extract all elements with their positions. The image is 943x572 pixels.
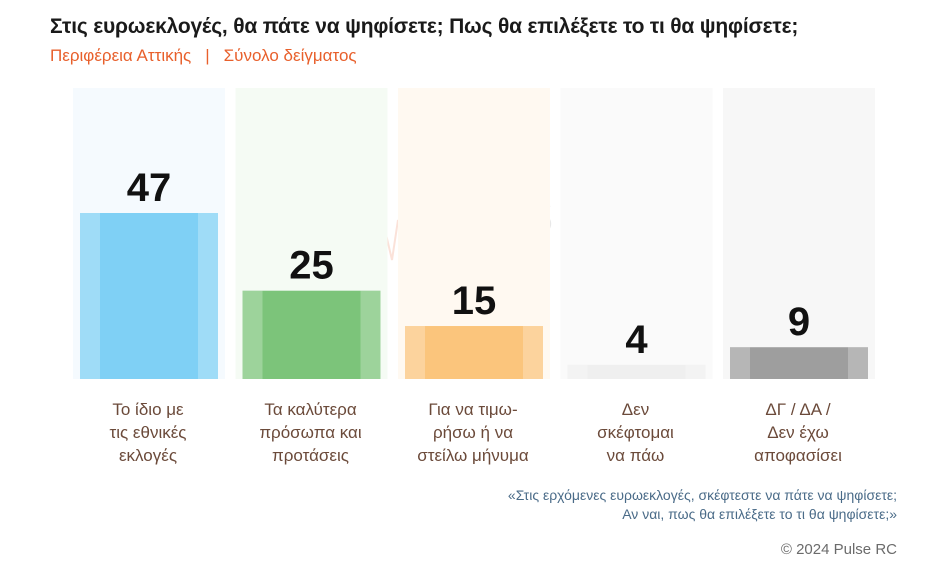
column-background	[723, 88, 875, 379]
category-label-line: να πάω	[606, 446, 665, 465]
data-label: 47	[127, 166, 172, 210]
column-background	[560, 88, 713, 379]
chart-title: Στις ευρωεκλογές, θα πάτε να ψηφίσετε; Π…	[50, 15, 799, 38]
region-label: Περιφέρεια Αττικής	[50, 46, 192, 65]
category-label-line: τις εθνικές	[109, 423, 187, 442]
bar-highlight	[730, 347, 750, 379]
copyright: © 2024 Pulse RC	[780, 541, 897, 558]
question-line-1: «Στις ερχόμενες ευρωεκλογές, σκέφτεστε ν…	[507, 487, 897, 503]
question-line-2: Αν ναι, πως θα επιλέξετε το τι θα ψηφίσε…	[622, 506, 897, 522]
bar-highlight	[80, 213, 100, 379]
category-label-line: πρόσωπα και	[259, 423, 362, 442]
category-label: Για να τιμω-ρήσω ή να στείλω μήνυμα	[398, 398, 548, 467]
bar	[242, 290, 381, 379]
category-label-line: ρήσω ή να	[432, 423, 514, 442]
bar-highlight	[242, 290, 263, 379]
survey-question: «Στις ερχόμενες ευρωεκλογές, σκέφτεστε ν…	[508, 486, 897, 524]
bar-highlight	[848, 347, 868, 379]
category-label-line: εκλογές	[118, 446, 178, 465]
bar	[80, 213, 218, 379]
data-label: 15	[452, 279, 497, 323]
data-label: 4	[625, 318, 648, 362]
chart-subtitle: Περιφέρεια Αττικής | Σύνολο δείγματος	[50, 46, 357, 66]
bar-chart: 47 25 15 4 9	[80, 88, 875, 379]
category-label-line: Για να τιμω-	[428, 400, 518, 419]
bar	[730, 347, 868, 379]
category-label: Τα καλύτερα πρόσωπα και προτάσεις	[236, 398, 386, 467]
category-label-line: Δεν έχω	[767, 423, 829, 442]
category-label-line: ΔΓ / ΔΑ /	[765, 400, 831, 419]
bar-highlight	[198, 213, 218, 379]
bar-highlight	[523, 326, 543, 379]
category-label-line: στείλω μήνυμα	[417, 446, 529, 465]
category-label-line: σκέφτομαι	[597, 423, 674, 442]
category-label: Δεν σκέφτομαι να πάω	[561, 398, 711, 467]
category-label-line: Δεν	[621, 400, 650, 419]
data-label: 9	[788, 300, 810, 344]
sample-label: Σύνολο δείγματος	[223, 46, 357, 65]
bar-highlight	[360, 290, 381, 379]
category-label-line: αποφασίσει	[754, 446, 842, 465]
subtitle-separator: |	[205, 46, 210, 65]
category-label-line: Τα καλύτερα	[264, 400, 357, 419]
category-label: ΔΓ / ΔΑ / Δεν έχω αποφασίσει	[723, 398, 873, 467]
bar-highlight	[567, 364, 588, 379]
bar-highlight	[685, 364, 706, 379]
bar	[567, 364, 706, 379]
category-label-line: προτάσεις	[272, 446, 349, 465]
category-label: Το ίδιο με τις εθνικές εκλογές	[73, 398, 223, 467]
bar	[405, 326, 543, 379]
bar-highlight	[405, 326, 425, 379]
data-label: 25	[289, 244, 334, 288]
category-label-line: Το ίδιο με	[112, 400, 184, 419]
